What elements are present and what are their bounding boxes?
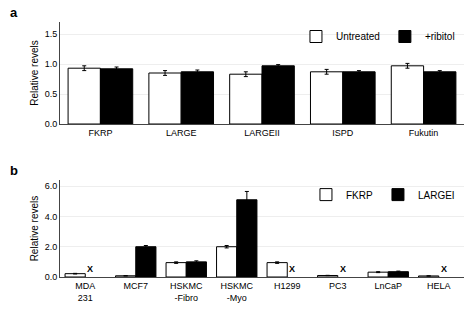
svg-text:X: X [441, 264, 447, 274]
svg-text:X: X [289, 264, 295, 274]
svg-text:H1299: H1299 [274, 281, 301, 291]
svg-text:ISPD: ISPD [332, 128, 354, 138]
svg-text:HSKMC-Myo: HSKMC-Myo [220, 281, 253, 303]
svg-text:MDA231: MDA231 [75, 281, 95, 303]
svg-text:Relative revels: Relative revels [29, 40, 40, 106]
svg-text:FKRP: FKRP [346, 190, 373, 201]
svg-text:1.5: 1.5 [45, 29, 58, 39]
svg-text:X: X [87, 264, 93, 274]
svg-text:4.0: 4.0 [45, 212, 58, 222]
svg-text:a: a [10, 5, 18, 20]
svg-text:LnCaP: LnCaP [374, 281, 402, 291]
svg-text:Untreated: Untreated [336, 31, 380, 42]
svg-text:LARGEI: LARGEI [418, 190, 455, 201]
svg-text:0.0: 0.0 [45, 272, 58, 282]
svg-text:1.0: 1.0 [45, 59, 58, 69]
svg-text:Relative revels: Relative revels [29, 196, 40, 262]
svg-text:LARGE: LARGE [166, 128, 197, 138]
svg-text:HSKMC-Fibro: HSKMC-Fibro [170, 281, 203, 303]
svg-text:FKRP: FKRP [88, 128, 112, 138]
svg-text:0.0: 0.0 [45, 119, 58, 129]
svg-text:6.0: 6.0 [45, 181, 58, 191]
svg-text:PC3: PC3 [329, 281, 347, 291]
svg-text:LARGEII: LARGEII [244, 128, 280, 138]
svg-text:+ribitol: +ribitol [425, 31, 455, 42]
svg-text:X: X [340, 264, 346, 274]
svg-text:b: b [10, 163, 18, 178]
svg-text:2.0: 2.0 [45, 242, 58, 252]
svg-text:MCF7: MCF7 [124, 281, 149, 291]
svg-text:HELA: HELA [427, 281, 451, 291]
svg-text:0.5: 0.5 [45, 89, 58, 99]
svg-text:Fukutin: Fukutin [409, 128, 439, 138]
